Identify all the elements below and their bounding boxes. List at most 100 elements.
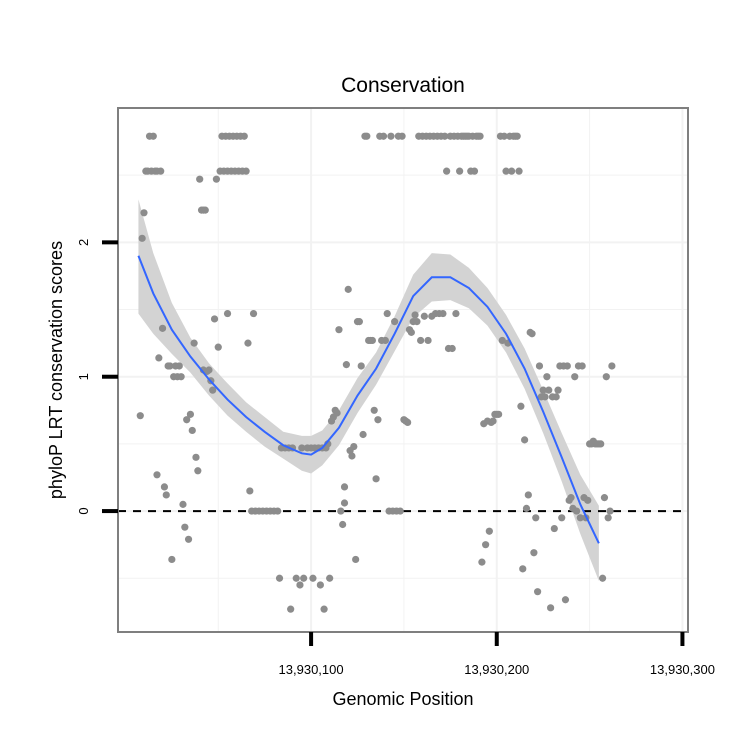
data-point (528, 330, 536, 338)
data-point (296, 581, 304, 589)
data-point (398, 132, 406, 140)
data-point (357, 362, 365, 370)
data-point (157, 167, 165, 175)
data-point (476, 132, 484, 140)
data-point (352, 555, 360, 564)
data-point (535, 362, 544, 370)
data-point (246, 487, 254, 495)
data-point (515, 167, 523, 175)
data-point (500, 132, 508, 140)
data-point (413, 318, 421, 326)
data-point (420, 312, 428, 320)
data-point (404, 418, 412, 426)
data-point (550, 524, 558, 533)
data-point (153, 471, 161, 479)
data-point (552, 393, 560, 401)
data-point (598, 574, 607, 582)
data-point (545, 386, 553, 394)
y-tick-label: 1 (76, 373, 91, 380)
data-point (563, 362, 571, 370)
data-point (543, 373, 551, 381)
panel-border (117, 107, 689, 633)
data-point (604, 514, 612, 522)
data-point (209, 386, 217, 394)
data-point (326, 574, 334, 582)
data-point (539, 386, 547, 394)
data-point (342, 361, 350, 369)
data-point (517, 402, 525, 410)
data-point (383, 309, 391, 318)
data-point (478, 558, 486, 566)
data-point (184, 535, 193, 543)
data-point (407, 328, 415, 336)
data-point (508, 167, 516, 175)
x-tick-label: 13,930,300 (650, 662, 715, 677)
data-point (274, 507, 282, 515)
data-point (298, 444, 306, 452)
data-point (348, 452, 356, 460)
data-point (602, 373, 610, 381)
data-point (196, 175, 204, 183)
data-point (201, 206, 209, 214)
data-point (411, 311, 419, 319)
data-point (166, 362, 174, 370)
data-point (136, 412, 144, 420)
data-point (519, 565, 527, 573)
data-point (333, 409, 341, 417)
data-point (502, 167, 510, 175)
data-point (532, 514, 540, 522)
data-point (387, 132, 395, 140)
data-point (320, 605, 328, 613)
data-point (190, 339, 198, 347)
data-point (249, 309, 258, 318)
x-axis: 13,930,100 13,930,200 13,930,300 (279, 632, 715, 677)
data-point (194, 467, 202, 475)
data-point (340, 499, 349, 507)
data-point (424, 336, 432, 345)
x-tick-label: 13,930,100 (279, 662, 344, 677)
data-point (309, 574, 317, 582)
y-axis-label: phyloP LRT conservation scores (46, 241, 66, 499)
data-point (558, 514, 566, 522)
data-point (179, 500, 187, 508)
data-point (162, 491, 170, 499)
data-point (547, 604, 555, 612)
data-point (452, 309, 460, 318)
data-point (372, 475, 380, 483)
data-point (160, 483, 169, 491)
data-point (576, 514, 584, 522)
data-point (584, 496, 592, 504)
data-point (495, 410, 503, 418)
data-point (597, 440, 605, 448)
data-point (524, 491, 532, 499)
data-point (567, 494, 575, 502)
confidence-band (138, 199, 599, 581)
data-point (355, 318, 363, 326)
data-point (363, 132, 371, 140)
data-point (530, 549, 538, 557)
data-point (541, 393, 549, 401)
y-tick-label: 0 (76, 507, 91, 514)
data-point (149, 132, 157, 140)
x-tick-label: 13,930,200 (464, 662, 529, 677)
data-point (448, 344, 456, 353)
data-point (443, 167, 451, 175)
data-point (275, 574, 284, 582)
data-point (138, 234, 146, 242)
data-point (188, 426, 196, 435)
data-point (572, 507, 581, 515)
data-point (337, 507, 345, 515)
data-point (396, 507, 404, 515)
data-point (482, 541, 490, 549)
data-point (240, 132, 248, 140)
data-point (600, 494, 609, 502)
data-point (571, 373, 579, 381)
data-point (359, 430, 367, 439)
data-point (340, 483, 349, 491)
data-point (368, 336, 376, 345)
data-point (335, 326, 343, 334)
data-point (370, 406, 378, 414)
data-point (155, 354, 163, 362)
data-point (350, 442, 358, 451)
